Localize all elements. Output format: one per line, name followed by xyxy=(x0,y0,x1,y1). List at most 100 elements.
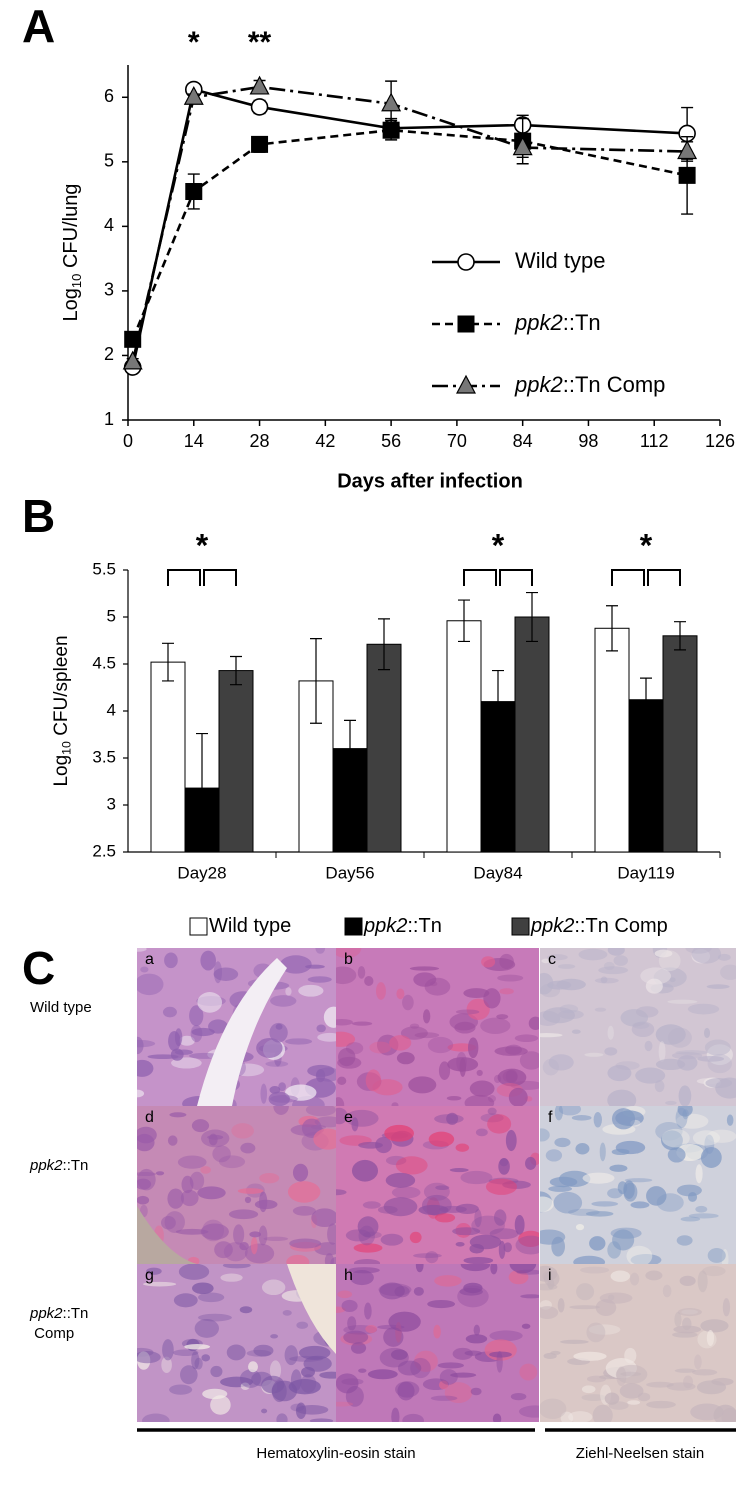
tissue xyxy=(169,1384,193,1395)
tissue xyxy=(489,1351,512,1358)
tissue xyxy=(644,1040,653,1052)
tissue xyxy=(179,1035,195,1046)
tissue xyxy=(575,1224,585,1231)
micrograph xyxy=(137,948,336,1106)
tissue xyxy=(270,995,297,1007)
tissue xyxy=(192,1282,214,1295)
significance-mark: * xyxy=(188,26,200,59)
tissue xyxy=(178,1264,210,1280)
tissue xyxy=(353,1243,383,1253)
micrograph xyxy=(137,1264,336,1422)
tissue xyxy=(385,1155,407,1166)
x-tick-label: 28 xyxy=(250,431,270,451)
cell-label: c xyxy=(548,951,556,968)
tissue xyxy=(438,1380,449,1390)
tissue xyxy=(427,1036,454,1054)
tissue xyxy=(681,1309,698,1315)
tissue xyxy=(692,1130,721,1146)
tissue xyxy=(167,1188,184,1209)
tissue xyxy=(581,1385,596,1394)
tissue xyxy=(452,1227,481,1236)
legend-marker xyxy=(457,315,475,333)
tissue xyxy=(263,1236,289,1241)
tissue xyxy=(208,1019,228,1034)
tissue xyxy=(717,953,731,961)
tissue xyxy=(557,964,576,969)
legend-label: ppk2::Tn Comp xyxy=(514,372,665,397)
tissue xyxy=(589,1236,606,1251)
tissue xyxy=(510,1392,527,1401)
tissue xyxy=(653,967,687,988)
tissue xyxy=(611,1148,630,1156)
tissue xyxy=(600,976,608,984)
tissue xyxy=(309,1418,334,1422)
tissue xyxy=(336,966,357,985)
tissue xyxy=(397,1360,422,1376)
tissue xyxy=(246,1349,272,1357)
tissue xyxy=(383,1197,418,1217)
tissue xyxy=(616,1366,627,1387)
tissue xyxy=(137,1089,145,1098)
tissue xyxy=(413,1253,442,1259)
tissue xyxy=(629,1272,640,1286)
tissue xyxy=(146,1267,162,1275)
tissue xyxy=(545,1149,563,1162)
tissue xyxy=(683,1375,694,1389)
tissue xyxy=(197,1186,226,1200)
tissue xyxy=(646,1381,674,1388)
tissue xyxy=(607,1025,614,1040)
tissue xyxy=(352,1021,373,1026)
tissue xyxy=(413,972,437,987)
tissue xyxy=(190,1025,203,1043)
tissue xyxy=(493,1074,502,1084)
legend-label: ppk2::Tn Comp xyxy=(530,915,668,937)
tissue xyxy=(553,1191,583,1214)
y-tick-label: 4.5 xyxy=(92,653,116,672)
tissue xyxy=(722,1298,731,1317)
tissue xyxy=(434,1213,456,1223)
tissue xyxy=(256,1038,283,1058)
tissue xyxy=(345,1385,364,1407)
tissue xyxy=(288,1379,321,1395)
micrograph xyxy=(336,1106,539,1264)
y-tick-label: 3 xyxy=(107,794,116,813)
tissue xyxy=(316,1024,326,1033)
y-axis-label: Log10 CFU/lung xyxy=(60,184,84,322)
tissue xyxy=(173,1293,198,1308)
tissue xyxy=(677,1055,698,1071)
error-bar xyxy=(230,655,242,686)
tissue xyxy=(525,1156,537,1170)
tissue xyxy=(341,1378,364,1386)
tissue xyxy=(345,1109,379,1127)
tissue xyxy=(548,1185,573,1192)
tissue xyxy=(677,1106,693,1117)
tissue xyxy=(380,1233,404,1246)
tissue xyxy=(481,956,496,968)
tissue xyxy=(521,1323,531,1329)
tissue xyxy=(665,1100,677,1106)
tissue xyxy=(707,1248,726,1263)
significance-mark: * xyxy=(196,527,209,563)
tissue xyxy=(674,1312,682,1328)
tissue xyxy=(289,1238,322,1249)
tissue xyxy=(697,1055,725,1062)
tissue xyxy=(201,1354,211,1362)
tissue xyxy=(720,964,736,980)
tissue xyxy=(661,1128,690,1148)
tissue xyxy=(188,1052,220,1059)
tissue xyxy=(177,1155,207,1169)
error-bar xyxy=(606,605,618,652)
tissue xyxy=(624,1178,653,1183)
tissue xyxy=(140,966,149,973)
tissue xyxy=(654,949,673,958)
tissue xyxy=(609,1164,628,1172)
tissue xyxy=(591,1201,619,1207)
tissue xyxy=(654,1080,665,1093)
tissue xyxy=(435,1185,450,1191)
tissue xyxy=(547,954,568,961)
tissue xyxy=(444,1382,473,1404)
tissue xyxy=(676,1235,693,1246)
row-label: Wild type xyxy=(30,999,92,1016)
tissue xyxy=(231,1123,254,1139)
tissue xyxy=(191,1119,210,1133)
